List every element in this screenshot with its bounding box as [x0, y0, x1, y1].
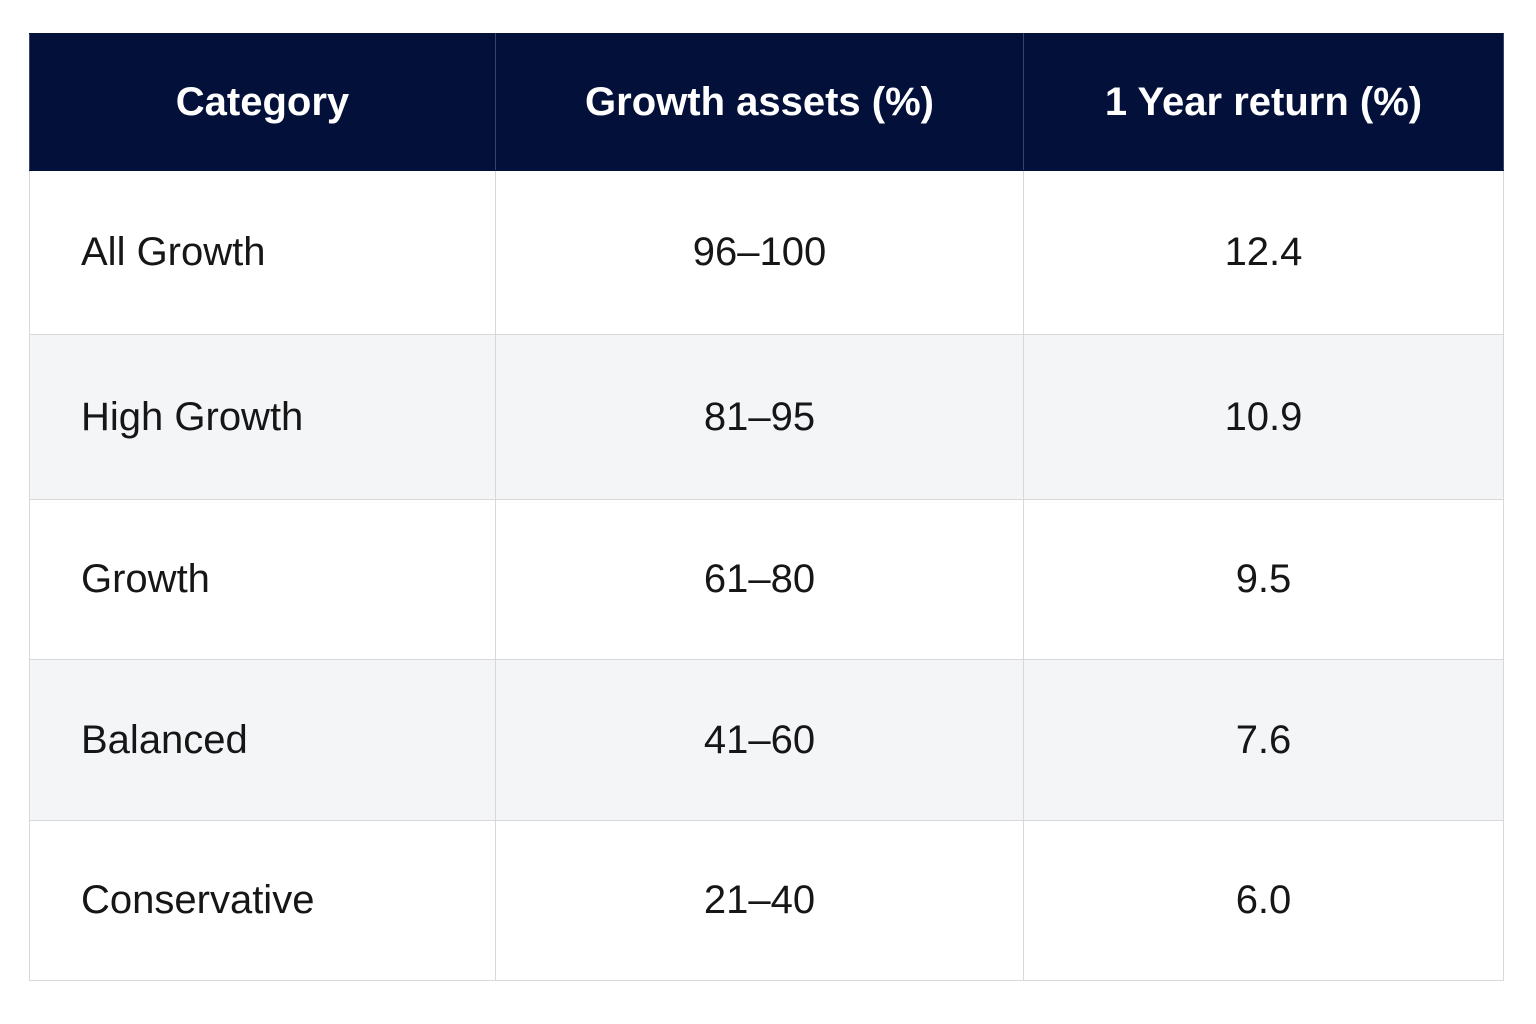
header-row: Category Growth assets (%) 1 Year return…: [29, 33, 1504, 171]
header-category: Category: [29, 33, 496, 171]
growth-assets-cell: 21–40: [495, 820, 1024, 981]
one-year-return-cell: 12.4: [1023, 170, 1504, 335]
category-cell: Balanced: [29, 659, 496, 821]
header-one-year-return: 1 Year return (%): [1023, 33, 1504, 171]
category-cell: High Growth: [29, 334, 496, 500]
growth-assets-cell: 61–80: [495, 499, 1024, 660]
table-row: Growth 61–80 9.5: [29, 499, 1504, 660]
growth-assets-cell: 41–60: [495, 659, 1024, 821]
returns-table: Category Growth assets (%) 1 Year return…: [29, 33, 1504, 981]
one-year-return-cell: 6.0: [1023, 820, 1504, 981]
table-body: All Growth 96–100 12.4 High Growth 81–95…: [29, 170, 1504, 981]
table-row: Conservative 21–40 6.0: [29, 820, 1504, 981]
category-cell: Growth: [29, 499, 496, 660]
returns-table-container: Category Growth assets (%) 1 Year return…: [29, 33, 1504, 981]
category-cell: All Growth: [29, 170, 496, 335]
table-row: All Growth 96–100 12.4: [29, 170, 1504, 335]
table-row: Balanced 41–60 7.6: [29, 659, 1504, 821]
one-year-return-cell: 7.6: [1023, 659, 1504, 821]
table-header: Category Growth assets (%) 1 Year return…: [29, 33, 1504, 171]
one-year-return-cell: 9.5: [1023, 499, 1504, 660]
growth-assets-cell: 96–100: [495, 170, 1024, 335]
growth-assets-cell: 81–95: [495, 334, 1024, 500]
one-year-return-cell: 10.9: [1023, 334, 1504, 500]
category-cell: Conservative: [29, 820, 496, 981]
header-growth-assets: Growth assets (%): [495, 33, 1024, 171]
table-row: High Growth 81–95 10.9: [29, 334, 1504, 500]
